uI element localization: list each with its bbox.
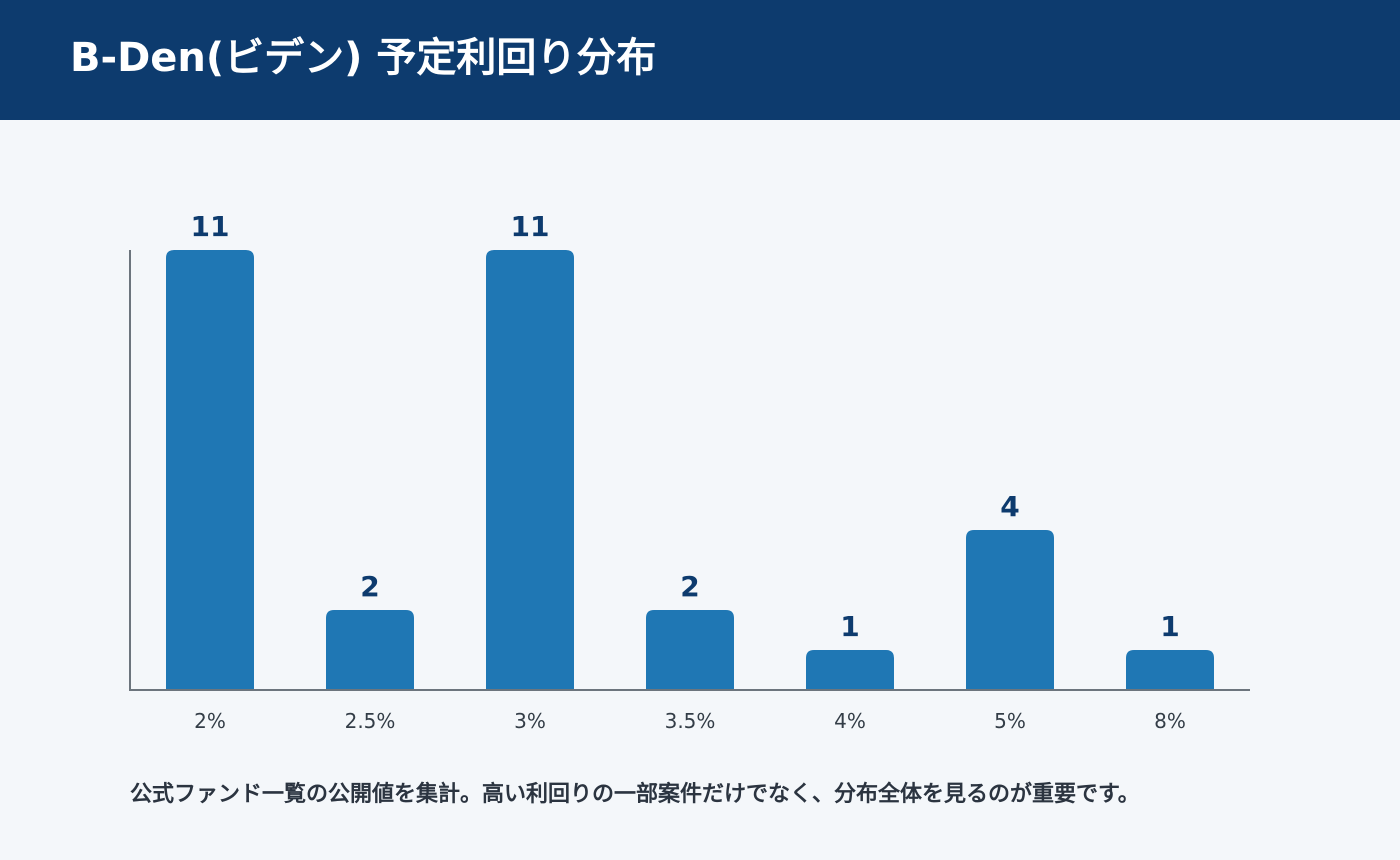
bar-value-label: 11 <box>191 210 230 243</box>
bar-value-label: 2 <box>680 570 699 603</box>
bar-value-label: 2 <box>360 570 379 603</box>
bars-layer <box>166 250 1214 690</box>
bar-value-label: 11 <box>511 210 550 243</box>
bar-3.5% <box>646 610 734 690</box>
x-tick-label: 3% <box>514 709 546 733</box>
bar-2.5% <box>326 610 414 690</box>
page-title: B-Den(ビデン) 予定利回り分布 <box>70 35 657 81</box>
bar-value-label: 1 <box>1160 610 1179 643</box>
bar-3% <box>486 250 574 690</box>
value-labels-layer: 11 2 11 2 1 4 1 <box>191 210 1180 643</box>
x-tick-labels-layer: 2% 2.5% 3% 3.5% 4% 5% 8% <box>194 709 1186 733</box>
x-tick-label: 3.5% <box>665 709 716 733</box>
x-tick-label: 8% <box>1154 709 1186 733</box>
x-tick-label: 2.5% <box>345 709 396 733</box>
bar-2% <box>166 250 254 690</box>
x-tick-label: 2% <box>194 709 226 733</box>
caption-note: 公式ファンド一覧の公開値を集計。高い利回りの一部案件だけでなく、分布全体を見るの… <box>130 782 1140 807</box>
x-tick-label: 4% <box>834 709 866 733</box>
x-tick-label: 5% <box>994 709 1026 733</box>
bar-8% <box>1126 650 1214 690</box>
bar-value-label: 4 <box>1000 490 1019 523</box>
bar-value-label: 1 <box>840 610 859 643</box>
bar-5% <box>966 530 1054 690</box>
bar-4% <box>806 650 894 690</box>
header-bar: B-Den(ビデン) 予定利回り分布 <box>0 0 1400 120</box>
